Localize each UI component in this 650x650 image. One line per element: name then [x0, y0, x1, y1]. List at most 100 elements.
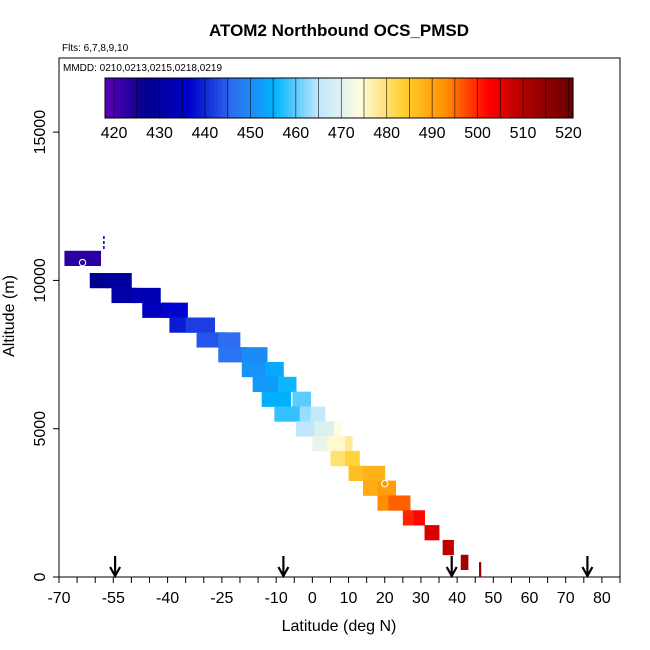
- colorbar-tick-label: 500: [464, 125, 491, 142]
- colorbar-swatch: [479, 78, 484, 118]
- colorbar-swatch: [183, 78, 188, 118]
- colorbar-swatch: [245, 78, 250, 118]
- x-tick-label: -10: [265, 590, 288, 607]
- colorbar-swatch: [452, 78, 457, 118]
- colorbar-swatch: [444, 78, 449, 118]
- colorbar-swatch: [206, 78, 211, 118]
- colorbar-swatch: [506, 78, 512, 118]
- colorbar-swatch: [405, 78, 410, 118]
- colorbar-swatch: [378, 78, 383, 118]
- colorbar-swatch: [300, 78, 305, 118]
- colorbar-tick-label: 510: [510, 125, 537, 142]
- colorbar-swatch: [124, 78, 129, 118]
- colorbar-tick-label: 420: [101, 125, 128, 142]
- colorbar-swatch: [276, 78, 282, 118]
- colorbar-swatch: [491, 78, 496, 118]
- data-cell: [131, 287, 161, 304]
- colorbar-swatch: [362, 78, 367, 118]
- data-cell: [314, 421, 337, 437]
- colorbar-swatch: [237, 78, 243, 118]
- data-cell: [326, 436, 346, 452]
- data-cell: [106, 273, 132, 289]
- colorbar-swatch: [264, 78, 270, 118]
- colorbar-swatch: [327, 78, 332, 118]
- colorbar-swatch: [151, 78, 157, 118]
- x-tick-label: 70: [557, 590, 575, 607]
- colorbar-swatch: [541, 78, 547, 118]
- data-marker: [272, 337, 280, 345]
- data-cell: [252, 376, 279, 393]
- colorbar-swatch: [366, 78, 371, 118]
- colorbar-swatch: [280, 78, 285, 118]
- colorbar-swatch: [350, 78, 356, 118]
- x-tick-label: -25: [210, 590, 233, 607]
- colorbar-swatch: [537, 78, 543, 118]
- colorbar-swatch: [120, 78, 126, 118]
- data-marker: [78, 258, 87, 267]
- colorbar-swatch: [401, 78, 406, 118]
- colorbar-swatch: [518, 78, 523, 118]
- colorbar-swatch: [233, 78, 239, 118]
- chart-title: ATOM2 Northbound OCS_PMSD: [209, 21, 469, 40]
- data-cell: [277, 376, 297, 393]
- colorbar-swatch: [358, 78, 363, 118]
- y-tick-label: 15000: [32, 110, 49, 155]
- colorbar-swatch: [436, 78, 441, 118]
- colorbar-swatch: [214, 78, 219, 118]
- x-tick-label: -40: [156, 590, 179, 607]
- data-cell: [64, 250, 102, 266]
- colorbar-swatch: [456, 78, 461, 118]
- colorbar-swatch: [549, 78, 555, 118]
- colorbar-swatch: [147, 78, 153, 118]
- dates-note: MMDD: 0210,0213,0215,0218,0219: [63, 63, 222, 74]
- colorbar-swatch: [257, 78, 262, 118]
- down-arrow-icon: [581, 556, 594, 579]
- colorbar-swatch: [346, 78, 352, 118]
- colorbar-swatch: [510, 78, 516, 118]
- x-tick-label: 40: [448, 590, 466, 607]
- data-cell: [413, 510, 425, 526]
- data-cell: [185, 317, 216, 333]
- data-cell: [265, 361, 284, 378]
- colorbar-swatch: [393, 78, 399, 118]
- colorbar-swatch: [331, 78, 336, 118]
- colorbar-swatch: [116, 78, 122, 118]
- colorbar-ticks: 420 430 440 450 460 470 480 490 500 510 520: [101, 77, 582, 142]
- colorbar-swatch: [569, 78, 574, 118]
- colorbar-swatch: [171, 78, 176, 118]
- colorbar-tick-label: 470: [328, 125, 355, 142]
- down-arrow-icon: [109, 556, 122, 579]
- colorbar-swatch: [463, 78, 469, 118]
- colorbar-tick-label: 480: [373, 125, 400, 142]
- colorbar-swatch: [284, 78, 289, 118]
- colorbar-swatch: [323, 78, 328, 118]
- colorbar-frame: [104, 77, 574, 119]
- colorbar-swatch: [253, 78, 258, 118]
- colorbar-swatch: [179, 78, 184, 118]
- colorbar-swatch: [210, 78, 215, 118]
- data-markers: [78, 235, 481, 577]
- colorbar-swatch: [315, 78, 321, 118]
- colorbar-swatch: [241, 78, 246, 118]
- y-axis-label: Altitude (m): [1, 275, 18, 357]
- data-cell: [377, 480, 396, 496]
- x-tick-label: 20: [376, 590, 394, 607]
- colorbar-swatch: [557, 78, 562, 118]
- data-cells: [64, 250, 482, 578]
- x-tick-label: 10: [340, 590, 358, 607]
- x-tick-label: -55: [102, 590, 125, 607]
- colorbar-tick-label: 440: [192, 125, 219, 142]
- data-marker: [380, 479, 389, 488]
- colorbar-swatch: [413, 78, 418, 118]
- x-tick-label: 30: [412, 590, 430, 607]
- data-cell: [363, 480, 378, 496]
- y-tick-label: 5000: [32, 411, 49, 447]
- data-cell: [296, 421, 315, 437]
- colorbar-swatch: [397, 78, 402, 118]
- colorbar-swatch: [534, 78, 539, 118]
- data-cell: [344, 450, 360, 467]
- colorbar-swatch: [483, 78, 488, 118]
- colorbar-swatch: [319, 78, 324, 118]
- colorbar-swatch: [140, 78, 145, 118]
